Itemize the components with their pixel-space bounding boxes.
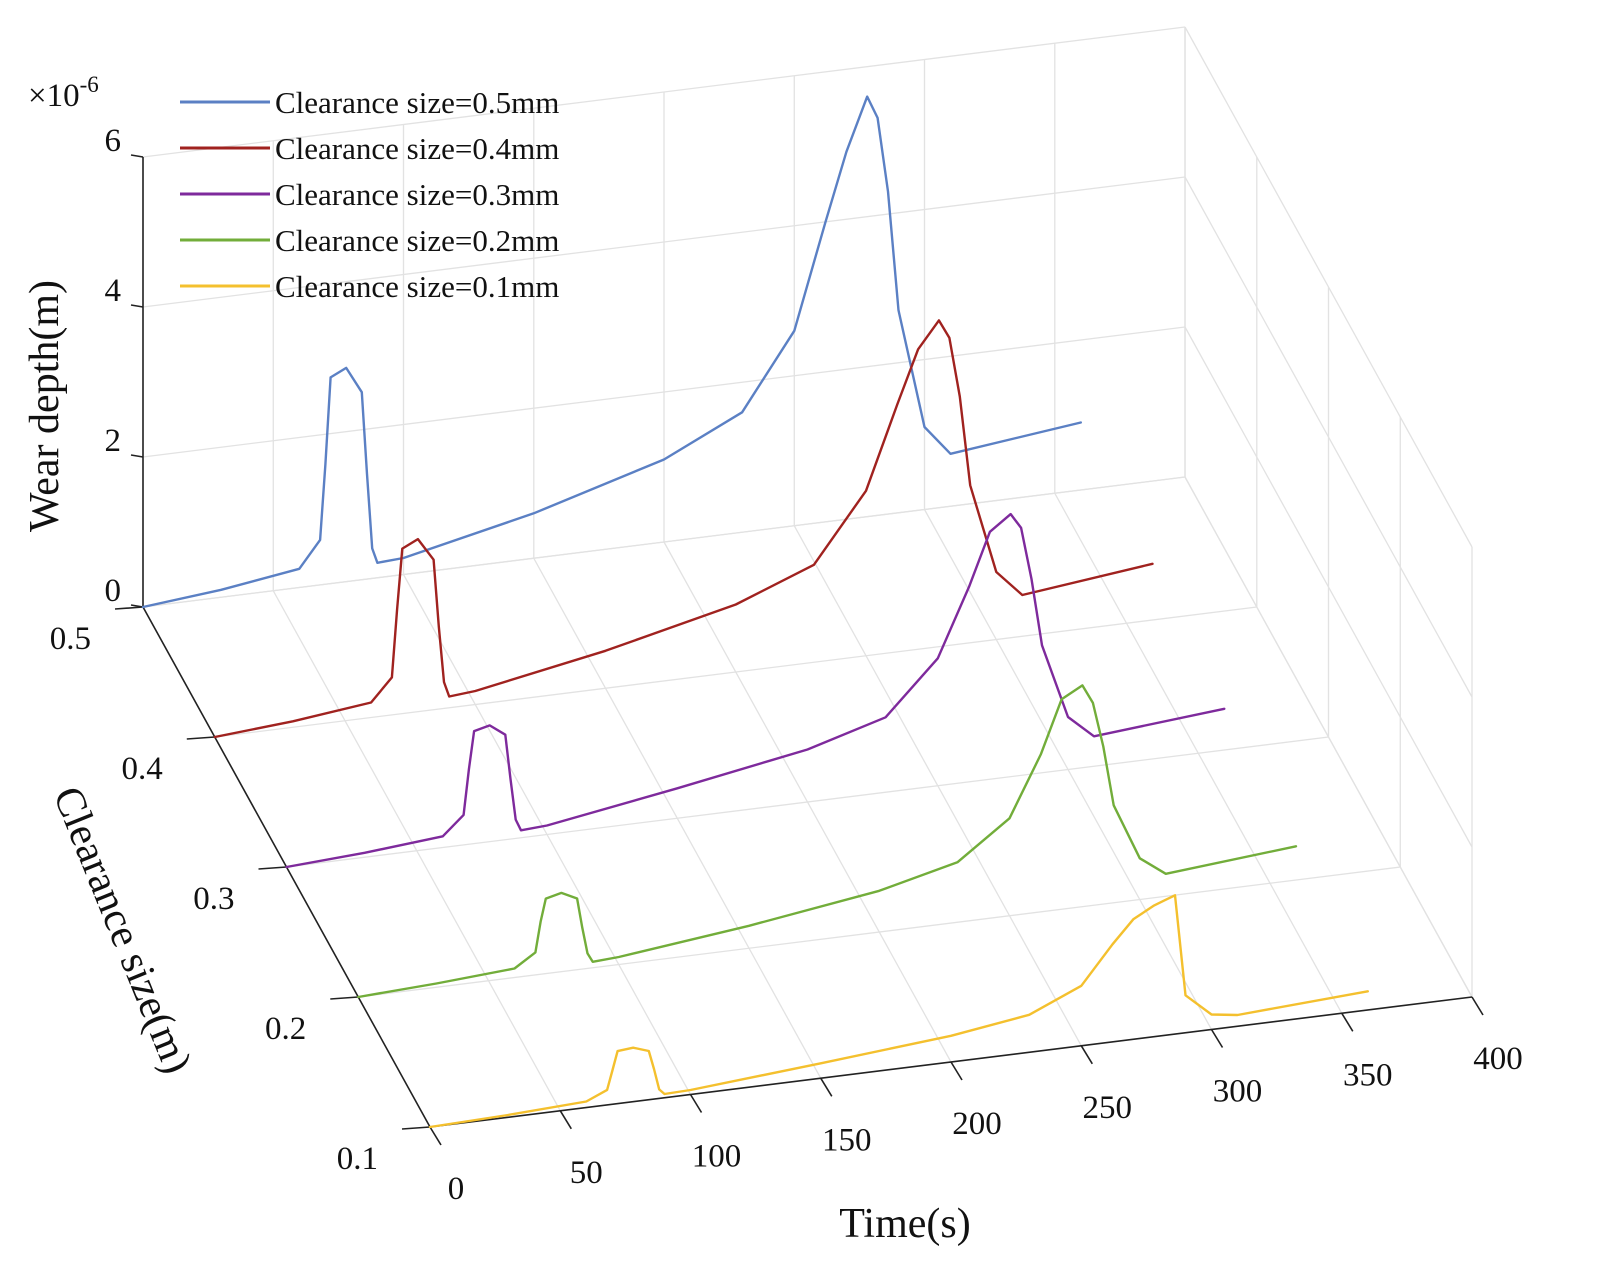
x-tick [559,1110,572,1130]
x-tick [820,1077,833,1097]
x-tick-label: 0 [448,1171,465,1207]
x-tick [1210,1029,1224,1048]
y-tick [186,736,215,740]
x-tick-label: 100 [692,1139,742,1175]
y-axis-label: Clearance size(m) [44,780,201,1079]
z-scale-exponent: -6 [80,72,99,97]
z-scale-factor: ×10-6 [28,72,99,114]
side-wall-hline [1184,326,1473,848]
y-tick [258,866,287,870]
back-wall-hline [142,326,1186,458]
x-tick-label: 300 [1213,1074,1263,1110]
y-tick-label: 0.4 [122,751,163,787]
x-tick-label: 250 [1083,1090,1133,1126]
legend: Clearance size=0.5mm Clearance size=0.4mm… [180,85,559,304]
z-tick-label: 2 [105,423,122,459]
legend-label: Clearance size=0.5mm [275,85,559,120]
series-line [213,319,1154,739]
x-tick-label: 50 [570,1155,603,1191]
x-tick-label: 200 [952,1106,1002,1142]
floor-line-clearance [286,736,1329,868]
z-tick-label: 0 [105,573,122,609]
floor-line-clearance [142,476,1186,608]
y-tick [401,1126,431,1130]
floor-line-clearance [358,866,1401,998]
x-tick-label: 350 [1343,1057,1393,1093]
y-tick-label: 0.1 [337,1141,378,1177]
y-tick-label: 0.2 [265,1011,306,1047]
x-tick [689,1094,703,1113]
series-line [428,894,1369,1129]
legend-label: Clearance size=0.3mm [275,177,559,212]
y-tick-label: 0.3 [193,881,234,917]
z-tick [130,154,144,158]
series-line [141,95,1082,609]
x-tick [1341,1012,1354,1032]
y-tick [330,996,359,1000]
series-line [357,684,1298,999]
z-axis-label: Wear depth(m) [22,280,68,532]
y-tick [114,606,144,610]
x-tick-label: 150 [822,1122,872,1158]
floor-line-clearance [214,606,1257,738]
z-tick-label: 4 [105,273,122,309]
legend-label: Clearance size=0.2mm [275,223,559,258]
back-wall-hline [142,176,1186,308]
series-line [285,512,1226,869]
axis-layer: 0 2 4 6 0.1 0.2 0.3 0.4 0.5 0 50 100 150 200 250 300 350… [50,123,1523,1207]
legend-label: Clearance size=0.1mm [275,269,559,304]
y-tick-label: 0.5 [50,621,91,657]
x-tick [950,1061,963,1081]
z-tick [130,304,144,308]
back-wall-hline [142,26,1186,158]
x-axis-label: Time(s) [839,1201,970,1247]
z-scale-mult: ×10 [28,78,80,114]
x-tick-label: 400 [1473,1041,1523,1077]
side-wall-hline [1184,176,1473,698]
z-tick [130,454,144,458]
x-tick [1471,996,1484,1016]
side-wall-hline [1184,26,1473,548]
series-layer [141,95,1369,1129]
x-tick [1080,1045,1093,1065]
legend-label: Clearance size=0.4mm [275,131,559,166]
z-tick-label: 6 [105,123,122,159]
x-tick [429,1126,442,1146]
